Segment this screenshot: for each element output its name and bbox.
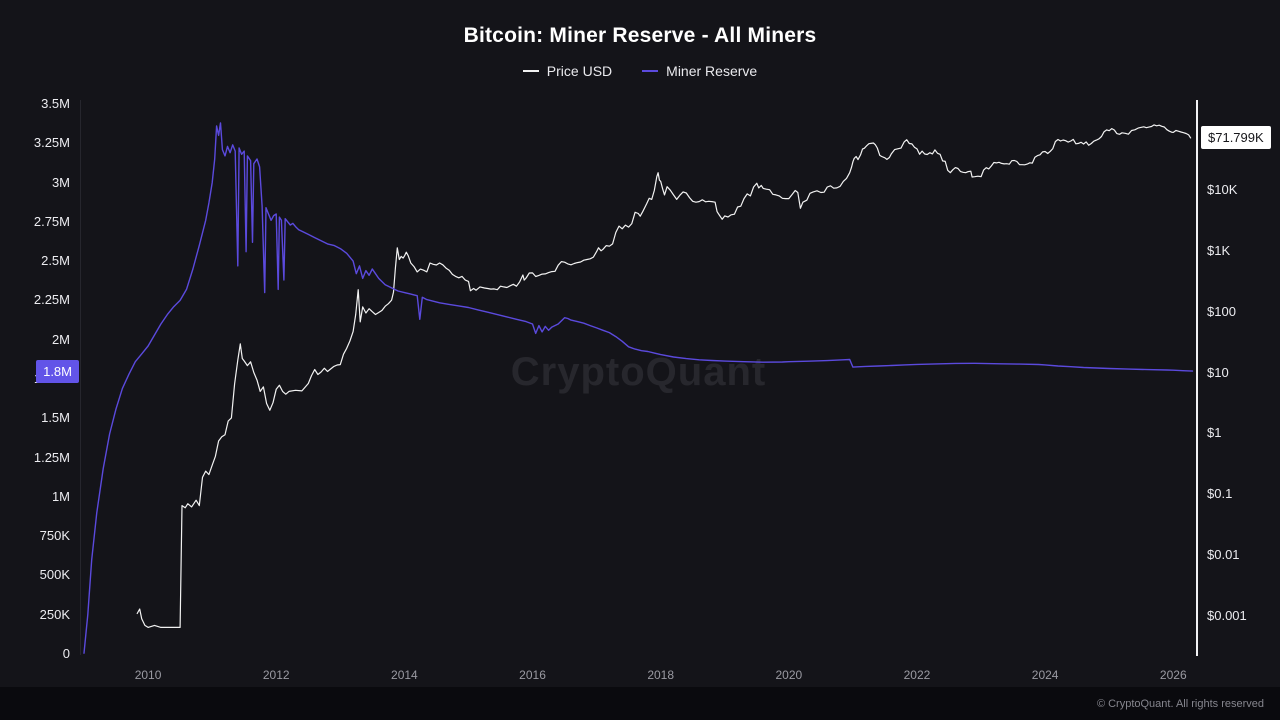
price-line-swatch [522,70,539,72]
left-axis-tick: 3.5M [41,96,70,111]
reserve-line[interactable] [83,122,1194,654]
legend-label-miner-reserve: Miner Reserve [666,63,758,79]
price-line[interactable] [136,124,1192,629]
left-axis-tick: 250K [39,606,70,622]
x-axis-tick: 2014 [391,668,418,682]
right-axis-tick: $1 [1207,425,1222,441]
legend: Price USD Miner Reserve [0,63,1280,79]
left-axis-line [80,100,81,655]
legend-item-miner-reserve[interactable]: Miner Reserve [642,63,757,79]
current-price-badge: $71.799K [1201,125,1271,149]
left-axis-tick: 2.5M [41,253,70,269]
left-axis-tick: 2M [51,331,70,347]
left-axis-tick: 0 [62,646,70,661]
legend-label-price-usd: Price USD [546,63,613,79]
right-axis-tick: $100 [1207,303,1236,319]
x-axis-tick: 2020 [775,668,803,682]
current-reserve-badge: 1.8M [36,360,79,384]
left-axis-tick: 3.25M [33,135,70,151]
x-axis-tick: 2026 [1159,668,1187,682]
left-axis-tick: 1.25M [33,449,70,465]
legend-item-price-usd[interactable]: Price USD [522,63,613,79]
x-axis-tick: 2018 [647,668,675,682]
left-axis-tick: 1.5M [41,410,70,426]
left-axis-tick: 3M [51,174,70,190]
right-axis-tick: $0.01 [1207,547,1240,563]
x-axis-tick: 2012 [262,668,290,682]
x-axis: 2010 2012 2014 2016 2018 2020 2022 2024 2026 [134,668,1187,682]
right-axis-tick: $0.001 [1207,607,1247,623]
watermark: CryptoQuant [510,350,767,394]
reserve-line-swatch [642,70,659,72]
left-axis-tick: 2.25M [33,292,70,308]
left-axis-tick: 1M [51,488,70,504]
left-axis-tick: 750K [39,528,70,544]
left-axis-tick: 2.75M [33,213,70,229]
price-axis-line [1196,100,1198,656]
right-axis-tick: $10K [1207,181,1238,197]
chart-title: Bitcoin: Miner Reserve - All Miners [463,24,817,47]
x-axis-tick: 2022 [903,668,931,682]
bottom-bar: © CryptoQuant. All rights reserved [0,687,1280,720]
x-axis-tick: 2024 [1031,668,1059,682]
right-axis-tick: $10 [1207,364,1229,380]
left-axis-tick: 500K [39,567,70,583]
x-axis-tick: 2010 [134,668,162,682]
right-axis-tick: $0.1 [1207,486,1233,502]
x-axis-tick: 2016 [519,668,546,682]
right-axis: $10K $1K $100 $10 $1 $0.1 $0.01 $0.001 [1207,0,1280,686]
right-axis-tick: $1K [1207,242,1231,258]
footer-copyright: © CryptoQuant. All rights reserved [1096,697,1264,710]
